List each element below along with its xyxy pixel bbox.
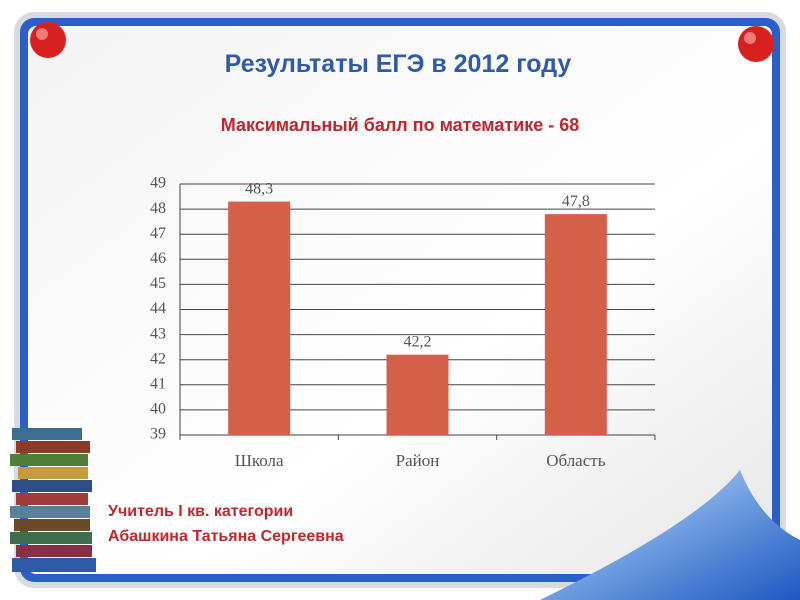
chart-title: Результаты ЕГЭ в 2012 году: [225, 50, 572, 78]
x-tick-label: Район: [396, 451, 440, 470]
chart-subtitle: Максимальный балл по математике - 68: [221, 115, 580, 135]
y-tick-label: 48: [150, 200, 166, 217]
x-tick-label: Область: [546, 451, 606, 470]
annotation: Абашкина Татьяна Сергеевна: [108, 528, 344, 545]
books: [10, 428, 96, 572]
y-tick-label: 42: [150, 350, 166, 367]
x-tick-label: Школа: [235, 451, 284, 470]
bar: [544, 214, 607, 435]
value-label: 42,2: [404, 334, 432, 351]
y-tick-label: 49: [150, 175, 166, 192]
y-tick-label: 43: [150, 325, 166, 342]
value-label: 48,3: [245, 181, 273, 198]
y-tick-label: 40: [150, 401, 166, 418]
pin-highlight: [744, 32, 756, 44]
bar: [228, 201, 291, 435]
board: [28, 26, 772, 574]
pin-highlight: [36, 28, 48, 40]
y-tick-label: 39: [150, 426, 166, 443]
page-curl: [540, 470, 800, 600]
y-tick-label: 44: [150, 300, 166, 317]
value-label: 47,8: [562, 193, 590, 210]
y-tick-label: 41: [150, 375, 166, 392]
y-tick-label: 45: [150, 275, 166, 292]
y-tick-label: 46: [150, 250, 166, 267]
annotation: Учитель I кв. категории: [108, 503, 293, 520]
bar: [386, 354, 449, 435]
y-tick-label: 47: [150, 225, 166, 242]
pin: [738, 26, 774, 62]
pin: [30, 22, 66, 58]
